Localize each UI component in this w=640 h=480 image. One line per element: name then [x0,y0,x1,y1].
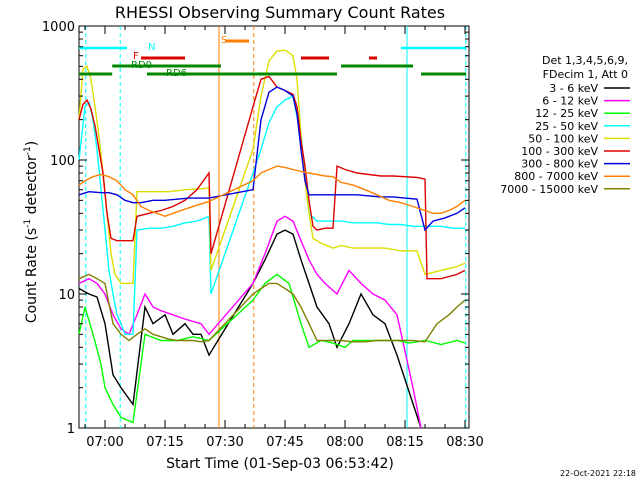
x-tick-label-4: 08:00 [326,435,363,450]
x-tick-label-6: 08:30 [446,435,483,450]
legend-label-7: 800 - 7000 keV [514,170,598,183]
legend-header-decim: FDecim 1, Att 0 [543,68,628,81]
x-axis-label: Start Time (01-Sep-03 06:53:42) [166,456,394,472]
y-tick-label-0: 1 [67,422,75,437]
y-tick-label-3: 1000 [42,20,75,35]
y-tick-label-1: 10 [58,288,75,303]
legend-label-2: 12 - 25 keV [535,107,598,120]
series-line-1 [78,215,422,429]
x-tick-label-0: 07:00 [86,435,123,450]
series-line-3 [78,95,465,335]
legend-label-1: 6 - 12 keV [542,95,598,108]
legend-header-detectors: Det 1,3,4,5,6,9, [542,54,628,67]
series-line-7 [78,165,466,218]
legend-label-6: 300 - 800 keV [521,158,598,171]
chart-title: RHESSI Observing Summary Count Rates [115,3,445,22]
series-line-6 [78,86,466,232]
state-label-f: F [133,51,139,62]
legend-label-3: 25 - 50 keV [535,120,598,133]
legend-label-8: 7000 - 15000 keV [500,183,598,196]
series-line-8 [78,273,466,343]
x-tick-label-3: 07:45 [266,435,303,450]
generation-timestamp: 22-Oct-2021 22:18 [560,469,636,478]
y-tick-label-2: 100 [50,154,75,169]
legend-label-0: 3 - 6 keV [549,82,598,95]
state-label-s: S [221,35,227,46]
legend-label-4: 50 - 100 keV [528,132,598,145]
series-line-0 [78,229,422,429]
x-tick-label-5: 08:15 [386,435,423,450]
legend-label-5: 100 - 300 keV [521,145,598,158]
x-tick-label-1: 07:15 [146,435,183,450]
y-axis-label: Count Rate (s-1 detector-1) [23,141,40,323]
state-label-rd6: RD6 [166,68,187,79]
state-label-rd0: RD0 [131,60,152,71]
x-tick-label-2: 07:30 [206,435,243,450]
legend: Det 1,3,4,5,6,9, FDecim 1, Att 0 3 - 6 k… [500,54,630,196]
state-label-n: N [148,42,155,53]
plot-frame [78,25,470,429]
